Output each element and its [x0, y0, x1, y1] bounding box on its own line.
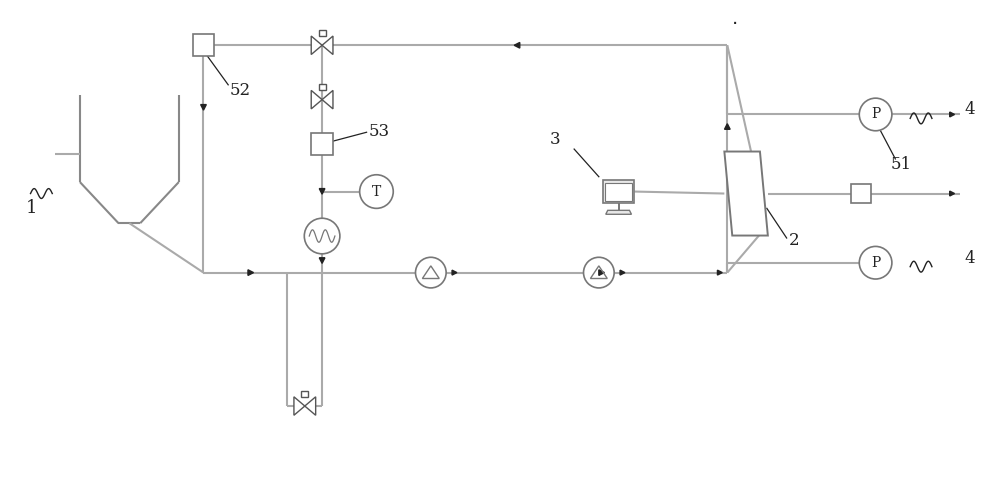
Circle shape	[859, 247, 892, 279]
Text: 2: 2	[789, 232, 799, 249]
Text: 4: 4	[965, 250, 975, 267]
Text: ·: ·	[732, 15, 739, 34]
Polygon shape	[606, 210, 631, 214]
Text: 52: 52	[229, 82, 250, 98]
Bar	[319, 85, 326, 90]
Polygon shape	[319, 189, 325, 194]
Bar	[603, 180, 634, 204]
Text: P: P	[871, 108, 880, 121]
Circle shape	[415, 257, 446, 288]
Polygon shape	[319, 258, 325, 263]
Circle shape	[360, 175, 393, 208]
Polygon shape	[950, 112, 955, 117]
Bar	[319, 30, 326, 36]
Polygon shape	[322, 36, 333, 54]
Polygon shape	[294, 397, 305, 415]
Text: 53: 53	[369, 123, 390, 140]
Polygon shape	[248, 270, 254, 275]
Circle shape	[304, 218, 340, 254]
Text: 1: 1	[26, 199, 37, 217]
Bar	[301, 391, 308, 397]
Polygon shape	[717, 270, 722, 275]
Polygon shape	[322, 90, 333, 109]
Polygon shape	[724, 152, 768, 236]
Bar	[193, 34, 214, 56]
Text: 51: 51	[890, 156, 912, 173]
Text: 4: 4	[965, 101, 975, 119]
Polygon shape	[305, 397, 316, 415]
Polygon shape	[201, 105, 206, 110]
Text: T: T	[372, 185, 381, 198]
Polygon shape	[311, 90, 322, 109]
Polygon shape	[725, 124, 730, 129]
Polygon shape	[599, 270, 604, 275]
Polygon shape	[311, 36, 322, 54]
Polygon shape	[514, 43, 520, 48]
Text: 3: 3	[549, 131, 560, 148]
Bar	[605, 183, 632, 201]
Bar	[311, 133, 333, 155]
Circle shape	[859, 98, 892, 131]
Bar	[851, 184, 871, 204]
Polygon shape	[620, 270, 625, 275]
Polygon shape	[452, 270, 457, 275]
Circle shape	[584, 257, 614, 288]
Text: P: P	[871, 256, 880, 270]
Polygon shape	[950, 191, 955, 196]
